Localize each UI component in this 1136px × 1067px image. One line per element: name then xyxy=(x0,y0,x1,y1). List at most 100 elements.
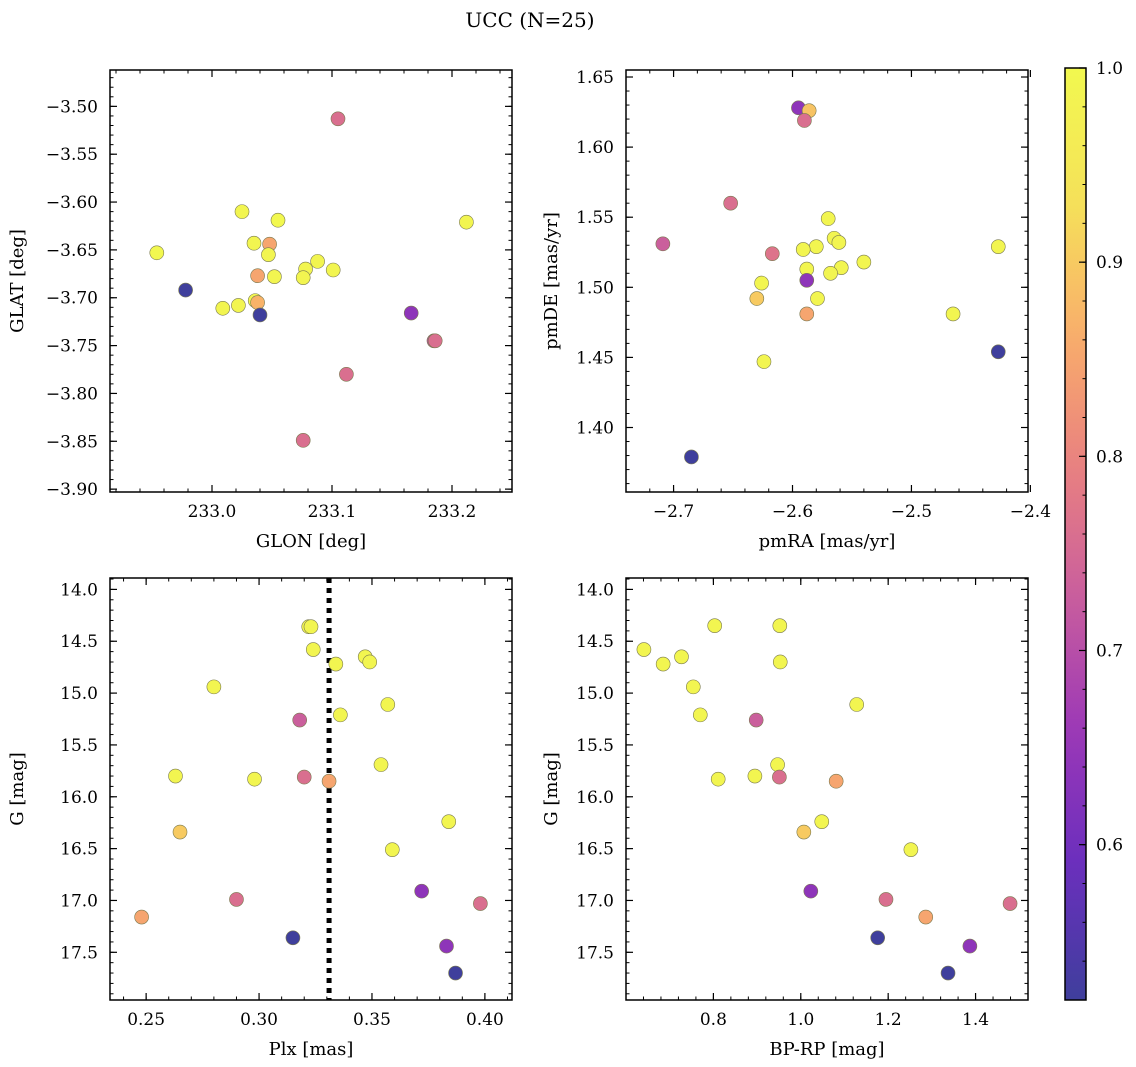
y-tick-label: 16.5 xyxy=(60,840,98,860)
y-tick-label: 1.45 xyxy=(576,348,614,368)
y-tick-label: 15.5 xyxy=(60,736,98,756)
x-tick-label: 233.0 xyxy=(188,502,237,522)
data-point xyxy=(427,333,443,349)
data-point xyxy=(918,909,934,925)
x-tick-label: 0.25 xyxy=(127,1010,165,1030)
y-tick-label: 14.0 xyxy=(60,580,98,600)
x-tick-label: −2.4 xyxy=(1010,502,1051,522)
x-tick-label: 233.1 xyxy=(308,502,357,522)
data-point xyxy=(756,354,772,369)
x-tick-label: −2.7 xyxy=(653,502,694,522)
axes-frame xyxy=(109,577,513,1001)
data-point xyxy=(414,883,429,899)
x-tick-label: 1.4 xyxy=(962,1010,989,1030)
data-point xyxy=(380,697,396,712)
data-point xyxy=(692,707,708,723)
major-ticks xyxy=(626,70,1031,492)
x-tick-label: 0.40 xyxy=(466,1010,504,1030)
data-point xyxy=(441,814,457,829)
data-point xyxy=(990,239,1006,254)
panel-glon-glat: 233.0 233.1 233.2 −3.90 −3.85 −3.80 −3.75 −3.70… xyxy=(7,69,513,552)
x-tick-label: 1.2 xyxy=(875,1010,902,1030)
y-axis-label: G [mag] xyxy=(541,752,562,825)
data-point xyxy=(168,768,183,784)
data-point xyxy=(748,712,764,728)
data-point xyxy=(945,306,961,322)
scatter-points xyxy=(149,111,474,448)
x-axis-label: Plx [mas] xyxy=(269,1039,354,1060)
data-point xyxy=(385,842,400,857)
y-tick-label: −3.50 xyxy=(46,97,98,117)
data-point xyxy=(655,236,671,252)
data-point xyxy=(373,757,389,772)
data-point xyxy=(215,300,231,316)
data-point xyxy=(250,295,265,310)
data-point xyxy=(823,265,838,281)
data-point xyxy=(770,757,785,772)
y-tick-label: 16.5 xyxy=(576,840,614,860)
data-point xyxy=(339,366,354,382)
data-point xyxy=(820,211,836,226)
colorbar-tick-label: 0.9 xyxy=(1096,253,1123,273)
data-point xyxy=(333,707,348,723)
data-point xyxy=(636,642,652,657)
y-tick-label: 16.0 xyxy=(576,788,614,808)
data-point xyxy=(655,656,671,672)
panel-plx-g: 0.25 0.30 0.35 0.40 14.0 14.5 15.0 15.5 16.0 16.5… xyxy=(7,577,513,1060)
data-point xyxy=(831,235,847,250)
data-point xyxy=(305,642,321,657)
data-point xyxy=(754,275,769,291)
x-tick-label: 0.30 xyxy=(240,1010,278,1030)
y-tick-label: −3.75 xyxy=(46,337,98,357)
y-tick-label: 1.60 xyxy=(576,138,614,158)
data-point xyxy=(674,649,689,665)
x-tick-label: 233.2 xyxy=(428,502,477,522)
y-tick-label: −3.90 xyxy=(46,480,98,500)
y-tick-label: 1.50 xyxy=(576,278,614,298)
colorbar-tick-label: 0.7 xyxy=(1096,642,1123,662)
data-point xyxy=(849,697,865,712)
data-point xyxy=(903,842,919,857)
y-tick-label: −3.65 xyxy=(46,241,98,261)
data-point xyxy=(940,965,956,981)
y-tick-label: 14.5 xyxy=(576,632,614,652)
y-axis-label: G [mag] xyxy=(7,752,28,825)
axes-frame xyxy=(625,69,1029,493)
y-tick-label: 1.65 xyxy=(576,68,614,88)
y-tick-label: −3.70 xyxy=(46,289,98,309)
x-tick-label: 1.0 xyxy=(787,1010,814,1030)
minor-ticks xyxy=(625,578,1028,1000)
data-point xyxy=(234,204,250,219)
minor-ticks xyxy=(625,70,1028,492)
figure-title: UCC (N=25) xyxy=(465,8,594,32)
data-point xyxy=(270,212,286,228)
data-point xyxy=(439,938,454,954)
y-tick-label: 1.40 xyxy=(576,419,614,439)
y-tick-label: 15.0 xyxy=(60,684,98,704)
axes-frame xyxy=(109,69,513,493)
data-point xyxy=(296,769,312,785)
data-point xyxy=(878,892,894,907)
data-point xyxy=(856,254,872,270)
data-point xyxy=(459,214,474,230)
minor-ticks xyxy=(110,70,512,492)
x-tick-label: −2.6 xyxy=(772,502,813,522)
data-point xyxy=(229,892,244,907)
scatter-points xyxy=(636,618,1018,981)
y-tick-label: 17.0 xyxy=(576,891,614,911)
x-tick-label: 0.8 xyxy=(700,1010,727,1030)
data-point xyxy=(684,449,699,465)
data-point xyxy=(231,298,246,313)
data-point xyxy=(247,771,262,787)
data-point xyxy=(1002,896,1018,911)
data-point xyxy=(772,769,787,785)
colorbar-tick-label: 1.0 xyxy=(1096,59,1123,79)
data-point xyxy=(810,291,825,306)
y-tick-label: −3.85 xyxy=(46,432,98,452)
y-tick-label: −3.60 xyxy=(46,193,98,213)
data-point xyxy=(962,938,978,954)
y-tick-label: 15.5 xyxy=(576,736,614,756)
data-point xyxy=(747,768,763,784)
panel-bprp-g: 0.8 1.0 1.2 1.4 14.0 14.5 15.0 15.5 16.0 16.5 17.0… xyxy=(541,577,1029,1060)
